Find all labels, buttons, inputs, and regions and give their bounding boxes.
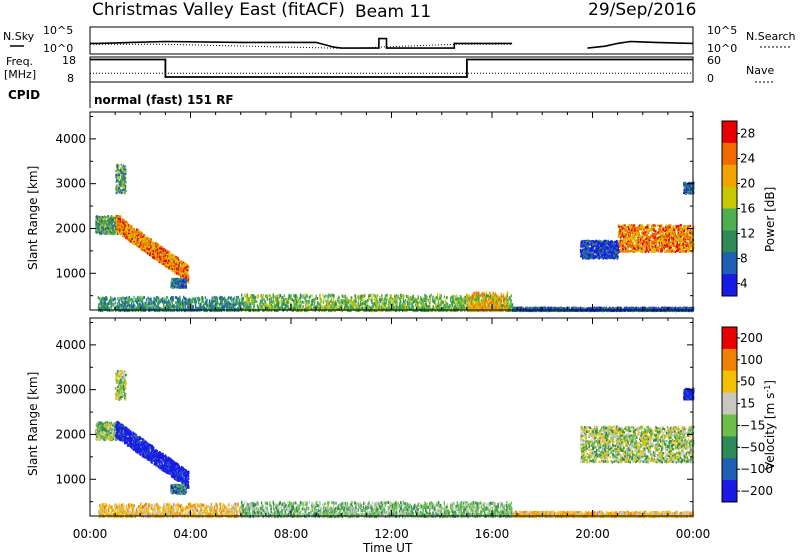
power-colorbar-tick-3: 16 bbox=[740, 202, 755, 216]
power-colorbar-label: Power [dB] bbox=[763, 187, 777, 252]
velocity-colorbar-tick-4: −15 bbox=[740, 418, 765, 432]
power-echo-3 bbox=[170, 277, 188, 289]
power-colorbar-tick-0: 4 bbox=[740, 277, 748, 291]
velocity-colorbar-seg-0 bbox=[722, 480, 737, 503]
power-colorbar-tick-5: 24 bbox=[740, 152, 755, 166]
velocity-echo-3 bbox=[170, 483, 187, 495]
beam-label: Beam 11 bbox=[355, 2, 431, 22]
nsky-series-1 bbox=[587, 40, 694, 49]
power-panel: 1000 2000 3000 4000 Slant Range [km] 4 8 12 16… bbox=[26, 111, 777, 313]
power-colorbar-seg-2 bbox=[722, 230, 737, 253]
velocity-colorbar-tick-5: −50 bbox=[740, 440, 765, 454]
velocity-colorbar-seg-2 bbox=[722, 436, 737, 459]
power-echo-2 bbox=[115, 215, 190, 284]
velocity-colorbar-tick-1: 100 bbox=[740, 353, 763, 367]
nsearch-label: N.Search bbox=[746, 30, 796, 43]
velocity-colorbar-seg-6 bbox=[722, 348, 737, 372]
velocity-ytick-3: 4000 bbox=[55, 338, 86, 352]
velocity-colorbar-tick-7: −200 bbox=[740, 484, 773, 498]
freq-unit: [MHz] bbox=[4, 68, 36, 81]
x-tick-2: 08:00 bbox=[274, 527, 309, 541]
velocity-panel: 1000 2000 3000 4000 Slant Range [km] 200 100… bbox=[26, 317, 777, 554]
power-ground-scatter-3 bbox=[512, 306, 695, 313]
power-colorbar-tick-6: 28 bbox=[740, 127, 755, 141]
velocity-ytick-2: 3000 bbox=[55, 383, 86, 397]
power-ylabel: Slant Range [km] bbox=[26, 166, 40, 270]
power-colorbar-seg-7 bbox=[722, 121, 737, 144]
velocity-ylabel: Slant Range [km] bbox=[26, 372, 40, 476]
power-colorbar-seg-3 bbox=[722, 208, 737, 231]
power-ytick-2: 3000 bbox=[55, 177, 86, 191]
nsky-label: N.Sky bbox=[3, 30, 35, 43]
nsearch-tick-top: 10^5 bbox=[707, 24, 737, 37]
power-ground-scatter-0 bbox=[97, 295, 242, 313]
velocity-colorbar-label-sup: -1 bbox=[763, 385, 772, 393]
velocity-colorbar-label-main: Velocity [m s bbox=[763, 393, 777, 470]
freq-tick-bottom: 8 bbox=[67, 72, 74, 85]
velocity-ground-scatter-1 bbox=[240, 500, 513, 519]
x-axis-label: Time UT bbox=[362, 541, 413, 554]
velocity-ytick-0: 1000 bbox=[55, 472, 86, 486]
x-tick-1: 04:00 bbox=[173, 527, 208, 541]
power-colorbar-seg-1 bbox=[722, 252, 737, 275]
power-colorbar-seg-0 bbox=[722, 274, 737, 297]
power-echo-4 bbox=[617, 224, 695, 254]
nsearch-tick-bottom: 10^0 bbox=[707, 42, 737, 55]
power-ytick-0: 1000 bbox=[55, 266, 86, 280]
velocity-colorbar-seg-1 bbox=[722, 458, 737, 481]
velocity-colorbar-label-close: ] bbox=[763, 380, 777, 385]
power-colorbar-tick-4: 20 bbox=[740, 177, 755, 191]
power-ytick-3: 4000 bbox=[55, 132, 86, 146]
nsky-tick-bottom: 10^0 bbox=[43, 42, 73, 55]
plot-title: Christmas Valley East (fitACF) bbox=[92, 0, 345, 20]
power-colorbar-tick-1: 8 bbox=[740, 252, 748, 266]
cpid-text: normal (fast) 151 RF bbox=[94, 93, 234, 107]
power-colorbar-seg-6 bbox=[722, 142, 737, 166]
nave-tick-top: 60 bbox=[707, 54, 721, 67]
nave-tick-bottom: 0 bbox=[707, 72, 714, 85]
velocity-colorbar-tick-0: 200 bbox=[740, 331, 763, 345]
x-tick-6: 00:00 bbox=[676, 527, 711, 541]
date-label: 29/Sep/2016 bbox=[588, 0, 696, 20]
power-colorbar-tick-2: 12 bbox=[740, 227, 755, 241]
freq-panel: Freq. [MHz] 18 8 60 0 Nave CPID normal (… bbox=[4, 54, 775, 108]
nsky-panel: N.Sky 10^5 10^0 10^5 10^0 N.Search bbox=[3, 24, 796, 55]
velocity-colorbar-seg-5 bbox=[722, 370, 737, 394]
cpid-label: CPID bbox=[8, 88, 40, 102]
velocity-echo-4 bbox=[579, 425, 695, 464]
velocity-colorbar-seg-4 bbox=[722, 392, 737, 415]
power-echo-5 bbox=[579, 239, 620, 260]
velocity-ytick-1: 2000 bbox=[55, 427, 86, 441]
velocity-colorbar-seg-3 bbox=[722, 414, 737, 437]
power-echo-0 bbox=[115, 163, 127, 195]
freq-label: Freq. bbox=[6, 55, 33, 68]
freq-tick-top: 18 bbox=[62, 54, 76, 67]
x-tick-0: 00:00 bbox=[73, 527, 108, 541]
nsky-tick-top: 10^5 bbox=[43, 24, 73, 37]
power-colorbar-seg-5 bbox=[722, 164, 737, 188]
velocity-echo-2 bbox=[115, 420, 190, 489]
velocity-colorbar-seg-7 bbox=[722, 327, 737, 350]
x-tick-4: 16:00 bbox=[475, 527, 510, 541]
nsky-series-0 bbox=[90, 37, 513, 49]
nave-label: Nave bbox=[746, 64, 774, 77]
x-tick-5: 20:00 bbox=[575, 527, 610, 541]
freq-series bbox=[90, 58, 693, 78]
x-tick-3: 12:00 bbox=[374, 527, 409, 541]
velocity-colorbar-tick-2: 50 bbox=[740, 375, 755, 389]
velocity-colorbar-tick-6: −100 bbox=[740, 462, 773, 476]
velocity-ground-scatter-2 bbox=[512, 510, 695, 519]
velocity-colorbar-tick-3: 15 bbox=[740, 397, 755, 411]
power-ytick-1: 2000 bbox=[55, 221, 86, 235]
velocity-echo-0 bbox=[115, 369, 127, 401]
power-colorbar-seg-4 bbox=[722, 186, 737, 209]
velocity-colorbar-label: Velocity [m s-1] bbox=[763, 380, 777, 470]
